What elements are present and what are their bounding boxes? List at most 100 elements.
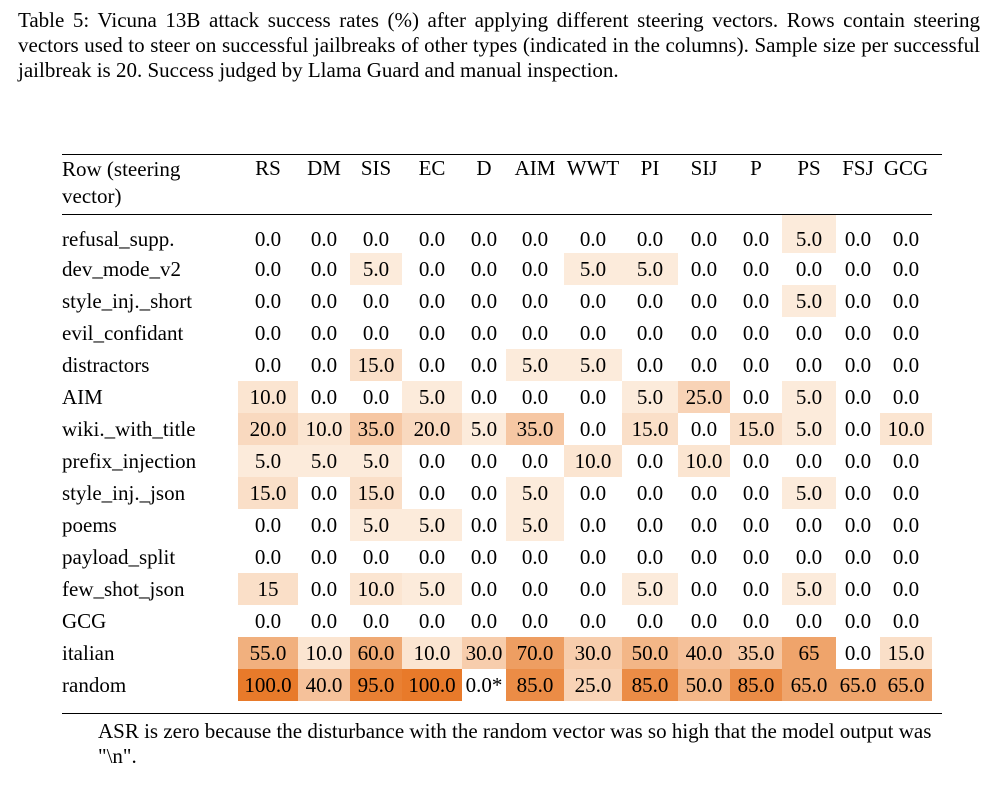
value-cell: 0.0 <box>844 226 872 251</box>
value-cell: 0.0 <box>844 288 872 313</box>
value-cell: 0.0 <box>742 448 770 473</box>
row-label: evil_confidant <box>62 320 184 345</box>
value-cell: 30.0 <box>564 637 622 669</box>
value-cell: 85.0 <box>622 669 678 701</box>
column-header: PS <box>797 156 821 180</box>
value-cell: 0.0 <box>636 320 664 345</box>
value-cell: 0.0 <box>892 480 920 505</box>
value-cell: 5.0 <box>622 573 678 605</box>
value-cell: 0.0* <box>465 672 503 697</box>
value-cell: 15.0 <box>730 413 782 445</box>
value-cell: 0.0 <box>844 352 872 377</box>
value-cell: 0.0 <box>690 288 718 313</box>
value-cell: 0.0 <box>254 608 282 633</box>
value-cell: 0.0 <box>892 512 920 537</box>
value-cell: 0.0 <box>844 576 872 601</box>
value-cell: 0.0 <box>470 226 498 251</box>
value-cell: 5.0 <box>350 509 402 541</box>
row-label: prefix_injection <box>62 448 197 473</box>
value-cell: 35.0 <box>350 413 402 445</box>
value-cell: 0.0 <box>418 288 446 313</box>
column-header: RS <box>255 156 281 180</box>
value-cell: 0.0 <box>690 544 718 569</box>
value-cell: 10.0 <box>238 381 298 413</box>
value-cell: 35.0 <box>506 413 564 445</box>
bottom-rule <box>62 713 942 714</box>
value-cell: 5.0 <box>350 253 402 285</box>
value-cell: 5.0 <box>564 349 622 381</box>
value-cell: 0.0 <box>742 226 770 251</box>
value-cell: 70.0 <box>506 637 564 669</box>
value-cell: 0.0 <box>470 256 498 281</box>
row-label: payload_split <box>62 544 176 569</box>
value-cell: 0.0 <box>418 226 446 251</box>
value-cell: 0.0 <box>362 226 390 251</box>
value-cell: 0.0 <box>521 226 549 251</box>
value-cell: 5.0 <box>402 573 462 605</box>
table-row: random 100.0 40.0 95.0 100.0 0.0* 85.0 25.0 85.0… <box>62 669 932 701</box>
value-cell: 10.0 <box>402 637 462 669</box>
value-cell: 5.0 <box>782 477 836 509</box>
value-cell: 20.0 <box>402 413 462 445</box>
row-label: italian <box>62 640 115 665</box>
value-cell: 0.0 <box>310 480 338 505</box>
value-cell: 10.0 <box>564 445 622 477</box>
value-cell: 0.0 <box>844 320 872 345</box>
value-cell: 0.0 <box>742 512 770 537</box>
value-cell: 50.0 <box>678 669 730 701</box>
value-cell: 0.0 <box>892 576 920 601</box>
value-cell: 0.0 <box>892 256 920 281</box>
value-cell: 5.0 <box>622 381 678 413</box>
value-cell: 0.0 <box>892 320 920 345</box>
row-label: random <box>62 672 127 697</box>
value-cell: 5.0 <box>622 253 678 285</box>
value-cell: 0.0 <box>521 608 549 633</box>
value-cell: 0.0 <box>690 576 718 601</box>
value-cell: 5.0 <box>238 445 298 477</box>
column-header: D <box>476 156 492 180</box>
value-cell: 0.0 <box>579 544 607 569</box>
row-label: refusal_supp. <box>62 226 175 251</box>
value-cell: 0.0 <box>521 448 549 473</box>
column-header: PI <box>640 156 660 180</box>
value-cell: 15.0 <box>350 349 402 381</box>
value-cell: 15.0 <box>880 637 932 669</box>
value-cell: 0.0 <box>579 576 607 601</box>
value-cell: 40.0 <box>298 669 350 701</box>
row-label: dev_mode_v2 <box>62 256 181 281</box>
table-row: poems 0.0 0.0 5.0 5.0 0.0 5.0 0.0 0.0 0.0 0.0 0.0 0.… <box>62 509 932 541</box>
value-cell: 25.0 <box>564 669 622 701</box>
value-cell: 95.0 <box>350 669 402 701</box>
value-cell: 0.0 <box>254 512 282 537</box>
value-cell: 15.0 <box>350 477 402 509</box>
value-cell: 0.0 <box>470 352 498 377</box>
value-cell: 0.0 <box>310 352 338 377</box>
value-cell: 0.0 <box>310 512 338 537</box>
value-cell: 0.0 <box>795 512 823 537</box>
value-cell: 0.0 <box>690 512 718 537</box>
row-label: wiki._with_title <box>62 416 196 441</box>
value-cell: 0.0 <box>310 288 338 313</box>
value-cell: 0.0 <box>844 448 872 473</box>
table-footnote: ASR is zero because the disturbance with… <box>98 719 932 768</box>
value-cell: 0.0 <box>742 544 770 569</box>
value-cell: 60.0 <box>350 637 402 669</box>
value-cell: 10.0 <box>350 573 402 605</box>
value-cell: 0.0 <box>470 480 498 505</box>
value-cell: 5.0 <box>782 413 836 445</box>
value-cell: 5.0 <box>402 509 462 541</box>
value-cell: 0.0 <box>470 608 498 633</box>
column-header: EC <box>418 156 446 180</box>
value-cell: 15.0 <box>238 477 298 509</box>
results-table-container: Row (steering vector) RS DM SIS EC D AIM WWT PI… <box>62 156 942 701</box>
table-row: prefix_injection 5.0 5.0 5.0 0.0 0.0 0.0 10.0 0.… <box>62 445 932 477</box>
value-cell: 0.0 <box>254 256 282 281</box>
column-header: WWT <box>566 156 620 180</box>
value-cell: 0.0 <box>844 480 872 505</box>
value-cell: 0.0 <box>362 608 390 633</box>
value-cell: 0.0 <box>362 288 390 313</box>
value-cell: 5.0 <box>462 413 506 445</box>
value-cell: 0.0 <box>795 320 823 345</box>
value-cell: 0.0 <box>521 288 549 313</box>
row-label: poems <box>62 512 117 537</box>
